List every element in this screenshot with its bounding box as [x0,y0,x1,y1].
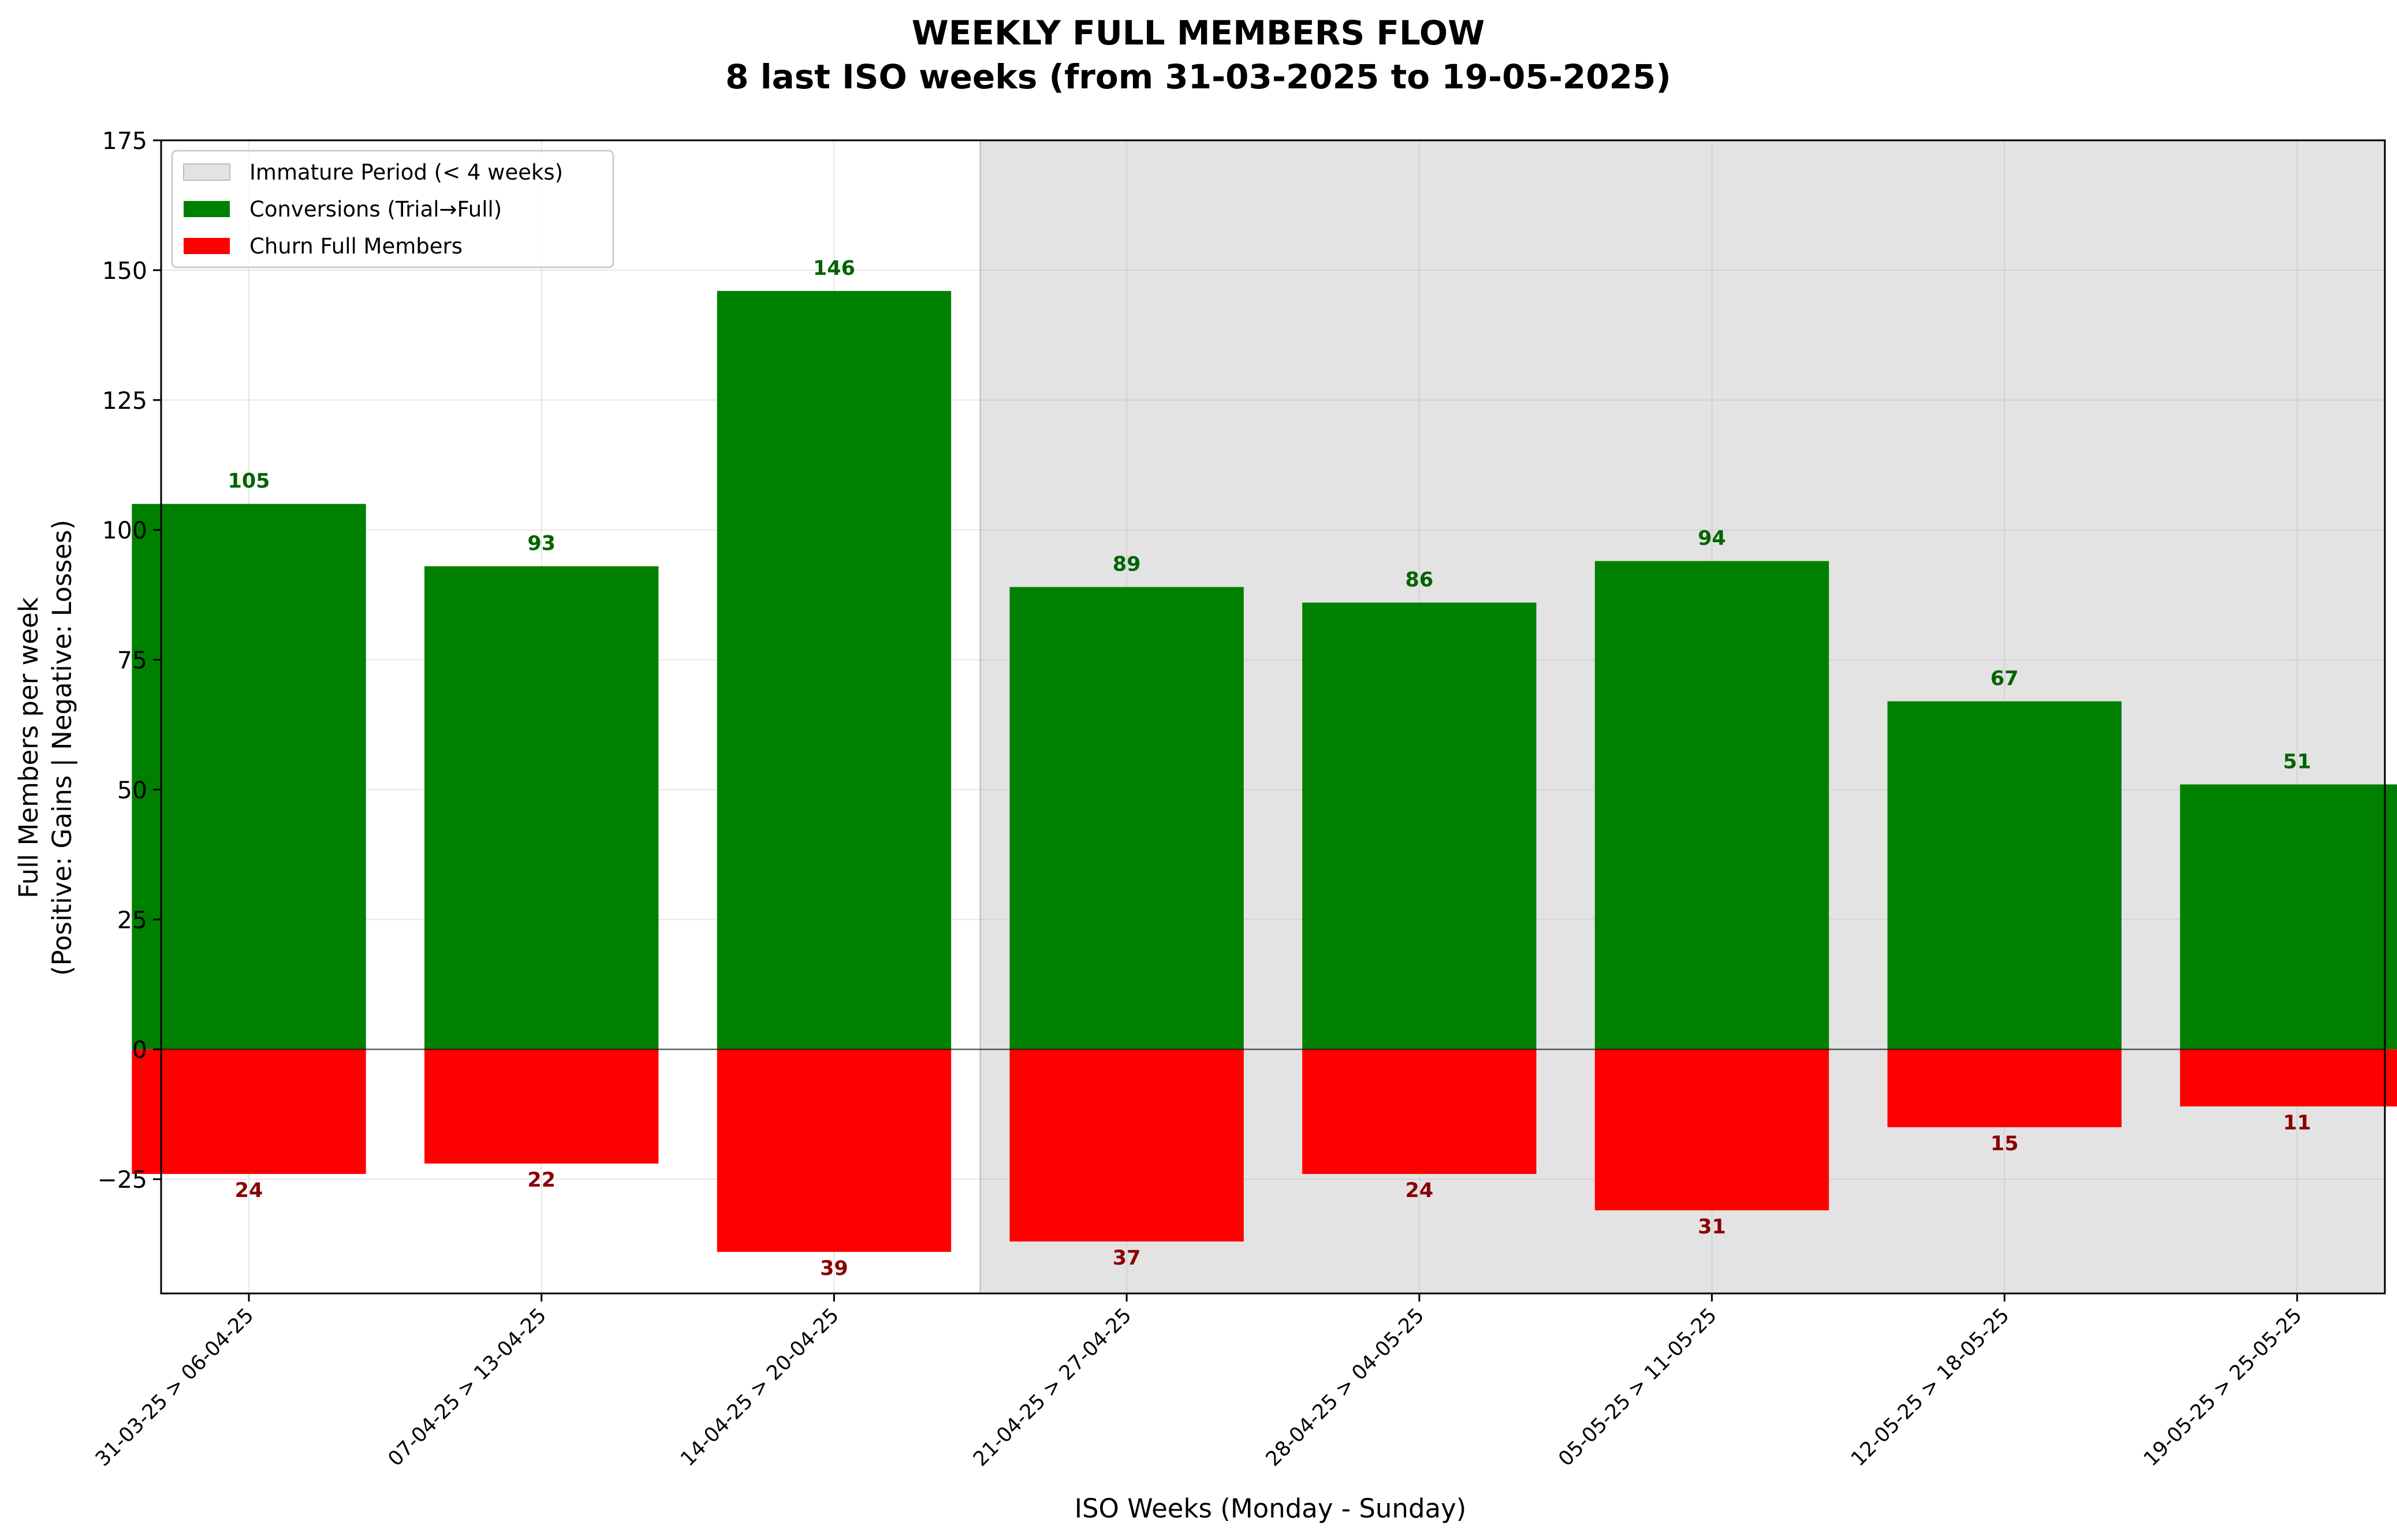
churn-bar [2180,1049,2397,1107]
conversion-value-label: 146 [813,257,855,280]
legend-conversions-label: Conversions (Trial→Full) [249,197,502,222]
legend-churn-label: Churn Full Members [249,234,463,259]
churn-value-label: 24 [235,1179,263,1202]
y-tick-label: 175 [102,127,147,155]
conversion-bar [2180,784,2397,1050]
x-axis-title: ISO Weeks (Monday - Sunday) [1075,1493,1467,1524]
legend-immature-swatch [183,163,230,181]
churn-bar [717,1049,952,1252]
conversion-value-label: 94 [1698,527,1726,550]
churn-bar [424,1049,659,1164]
churn-bar [1594,1049,1829,1211]
y-tick-label: 75 [117,647,147,674]
conversion-value-label: 86 [1405,569,1433,592]
churn-value-label: 11 [2283,1112,2312,1135]
churn-value-label: 22 [527,1169,556,1192]
churn-bar [1009,1049,1244,1242]
conversion-value-label: 67 [1990,668,2019,691]
legend: Immature Period (< 4 weeks) Conversions (… [171,150,614,269]
churn-value-label: 15 [1990,1132,2019,1155]
y-tick-label: 150 [102,257,147,285]
conversion-bar [132,504,366,1050]
churn-value-label: 31 [1698,1215,1726,1239]
legend-churn-swatch [184,238,230,254]
churn-bar [1887,1049,2122,1128]
churn-value-label: 24 [1405,1179,1433,1202]
conversion-value-label: 89 [1113,553,1141,576]
legend-box [171,150,614,269]
conversion-value-label: 105 [228,470,270,493]
plot-frame [160,139,2386,1295]
chart-subtitle: 8 last ISO weeks (from 31-03-2025 to 19-… [725,57,1671,96]
conversion-bar [1009,587,1244,1050]
conversion-bar [1302,602,1537,1050]
churn-value-label: 39 [820,1257,848,1280]
conversion-bar [1887,701,2122,1050]
y-tick-label: −25 [97,1166,147,1194]
legend-immature-label: Immature Period (< 4 weeks) [249,160,563,185]
churn-value-label: 37 [1113,1247,1141,1270]
churn-bar [1302,1049,1537,1174]
y-axis-title-note: (Positive: Gains | Negative: Losses) [47,520,77,976]
conversion-value-label: 51 [2283,750,2312,773]
y-tick-label: 100 [102,517,147,545]
y-tick-label: 25 [117,906,147,934]
conversion-value-label: 93 [527,532,556,555]
conversion-bar [424,566,659,1050]
churn-bar [132,1049,366,1174]
y-axis-title: Full Members per week [13,597,44,898]
chart-title: WEEKLY FULL MEMBERS FLOW [912,13,1485,53]
y-tick-label: 50 [117,776,147,804]
y-tick-label: 125 [102,387,147,415]
legend-conversions-swatch [184,201,230,217]
conversion-bar [717,290,952,1050]
y-tick-label: 0 [132,1036,147,1064]
conversion-bar [1594,561,1829,1050]
